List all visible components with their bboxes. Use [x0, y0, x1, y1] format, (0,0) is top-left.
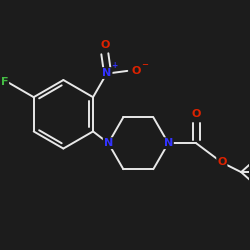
Text: F: F — [1, 77, 8, 87]
Text: O: O — [131, 66, 140, 76]
Text: −: − — [141, 60, 148, 69]
Text: O: O — [192, 109, 201, 119]
Text: +: + — [111, 61, 117, 70]
Text: N: N — [102, 68, 112, 78]
Text: N: N — [164, 138, 173, 148]
Text: O: O — [100, 40, 110, 50]
Text: O: O — [217, 158, 226, 168]
Text: N: N — [104, 138, 113, 148]
